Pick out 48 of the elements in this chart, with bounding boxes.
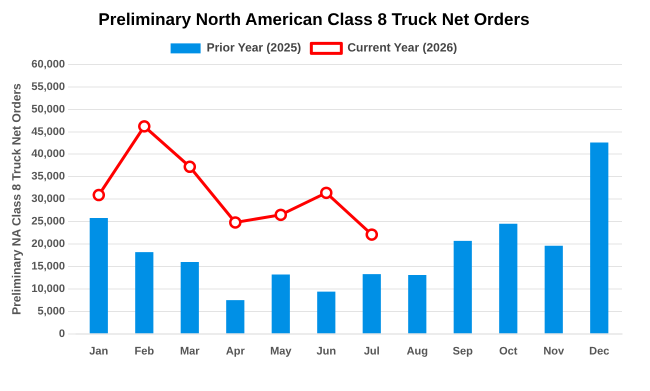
y-axis-title: Preliminary NA Class 8 Truck Net Orders: [10, 82, 24, 315]
x-tick-label: Jul: [364, 345, 380, 358]
bar: [454, 240, 472, 334]
x-tick-label: Dec: [589, 345, 610, 358]
bar: [135, 252, 154, 334]
point: [138, 120, 151, 133]
bar: [317, 292, 336, 334]
y-tick-label: 20,000: [31, 238, 66, 250]
bar: [590, 142, 608, 334]
legend-label: Current Year (2026): [347, 40, 458, 55]
bar: [499, 224, 518, 334]
bar: [408, 274, 426, 334]
point: [92, 188, 106, 202]
y-tick-label: 15,000: [31, 260, 66, 272]
y-tick-label: 30,000: [31, 193, 66, 206]
x-tick-label: Jun: [316, 345, 336, 358]
bar: [226, 300, 244, 334]
y-tick-label: 40,000: [31, 148, 66, 160]
point: [229, 216, 242, 229]
y-tick-label: 60,000: [31, 58, 66, 70]
x-tick-label: May: [270, 345, 292, 358]
x-tick-label: Sep: [452, 345, 474, 358]
x-tick-label: Mar: [180, 345, 200, 358]
bar: [180, 262, 199, 334]
point: [274, 208, 288, 222]
x-tick-label: Apr: [226, 345, 246, 358]
x-tick-label: Feb: [134, 345, 154, 358]
chart-title: Preliminary North American Class 8 Truck Net Orders: [98, 10, 530, 29]
y-tick-label: 45,000: [31, 126, 66, 138]
x-tick-label: Aug: [406, 345, 428, 358]
bar: [90, 218, 108, 334]
y-tick-label: 5,000: [38, 305, 66, 318]
y-tick-label: 0: [58, 328, 66, 340]
legend-label: Prior Year (2025): [206, 40, 302, 55]
bar: [544, 246, 563, 334]
x-tick-label: Nov: [543, 345, 566, 358]
bar: [272, 274, 290, 334]
bar: [362, 274, 381, 334]
point: [184, 160, 196, 174]
point: [366, 228, 378, 241]
y-tick-label: 10,000: [31, 282, 66, 295]
y-tick-label: 55,000: [31, 80, 66, 93]
x-tick-label: Oct: [499, 345, 518, 358]
point: [320, 186, 333, 200]
y-tick-label: 50,000: [31, 103, 66, 116]
y-tick-label: 35,000: [31, 170, 66, 183]
y-tick-label: 25,000: [31, 216, 66, 228]
x-tick-label: Jan: [89, 345, 109, 358]
